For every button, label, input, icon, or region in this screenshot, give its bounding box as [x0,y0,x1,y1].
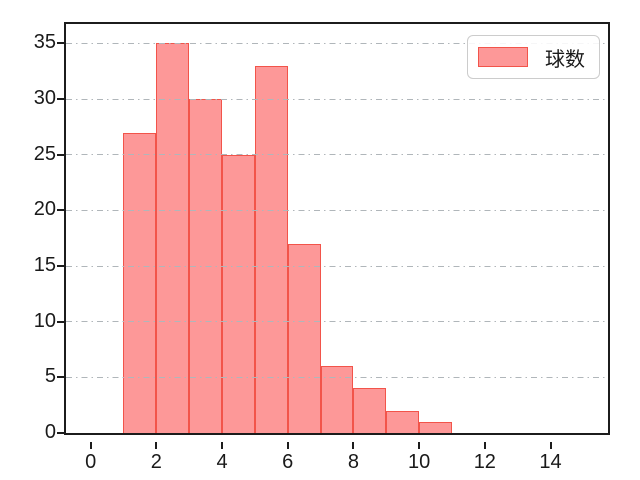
y-axis-tick [57,320,64,323]
x-axis-tick [418,442,421,449]
y-axis-tick-label: 5 [44,365,56,388]
plot-area: 球数 [64,22,610,435]
legend: 球数 [467,35,600,79]
x-axis-tick [549,442,552,449]
x-axis-tick [483,442,486,449]
x-axis-tick-label: 4 [216,451,228,473]
y-gridline [66,98,608,100]
y-gridline [66,209,608,211]
x-axis-tick [352,442,355,449]
y-axis-tick-label: 25 [33,142,56,165]
x-axis-tick-label: 10 [407,451,431,473]
y-gridline [66,154,608,156]
histogram-bar [353,388,387,433]
y-axis-tick [57,265,64,268]
y-axis-tick-label: 0 [44,421,56,443]
y-axis-tick [57,153,64,156]
legend-swatch [478,47,528,67]
histogram-bar [156,43,190,433]
x-axis-tick-label: 12 [473,451,496,473]
x-axis-tick [89,442,92,449]
histogram-bar [419,421,452,433]
plot-inner-layer: 球数 [66,24,608,433]
histogram-bar [123,132,157,433]
histogram-bar [386,410,420,433]
y-axis-tick-label: 30 [33,87,56,110]
y-axis-tick-label: 20 [33,198,56,221]
y-gridline [66,376,608,378]
y-gridline [66,42,608,44]
x-axis-tick [286,442,289,449]
y-gridline [66,265,608,267]
y-gridline [66,321,608,323]
x-axis-tick-label: 6 [282,451,294,473]
x-axis-tick [221,442,224,449]
y-axis-tick-label: 15 [33,254,56,277]
x-axis-tick-label: 8 [347,451,359,473]
y-axis-tick-label: 10 [33,309,56,332]
histogram-bar [222,154,255,433]
x-axis-tick-label: 14 [539,451,562,473]
legend-label: 球数 [545,48,585,71]
x-axis-tick-label: 2 [150,451,162,473]
y-axis-tick [57,98,64,101]
histogram-bar [254,65,288,433]
y-axis-tick [57,376,64,379]
x-axis-tick [155,442,158,449]
y-axis-tick [57,209,64,212]
y-axis-tick [57,42,64,45]
y-axis-tick [57,432,64,434]
x-axis-tick-label: 0 [85,451,97,473]
histogram-bar [287,243,321,433]
y-axis-tick-label: 35 [33,31,56,54]
